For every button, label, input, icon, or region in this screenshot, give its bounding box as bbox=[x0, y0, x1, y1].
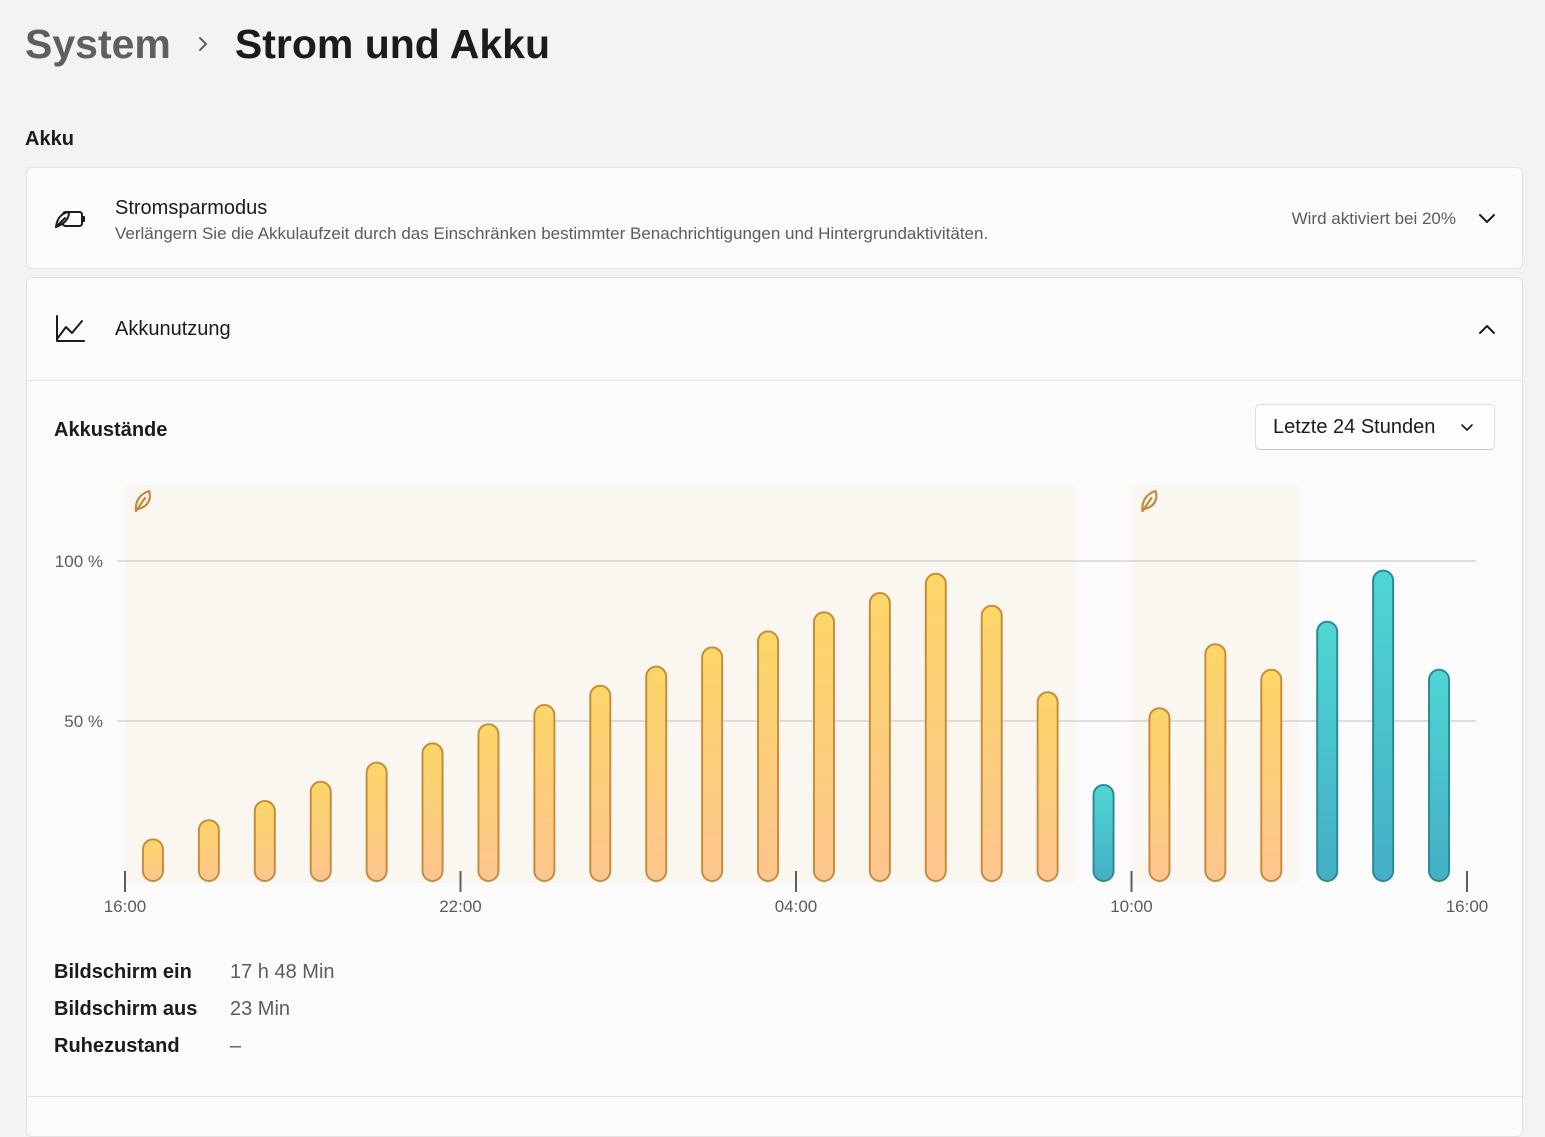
y-tick-label: 100 % bbox=[55, 552, 103, 571]
battery-saver-description: Verlängern Sie die Akkulaufzeit durch da… bbox=[115, 224, 989, 243]
section-title-battery: Akku bbox=[25, 128, 74, 150]
x-tick-label: 22:00 bbox=[439, 897, 482, 916]
battery-bar-discharging bbox=[477, 723, 500, 883]
stat-label-screen-on: Bildschirm ein bbox=[54, 961, 192, 983]
battery-bar-discharging bbox=[645, 665, 668, 882]
battery-bar-charging bbox=[1372, 569, 1395, 882]
battery-bar-discharging bbox=[421, 742, 444, 883]
x-tick-label: 04:00 bbox=[775, 897, 818, 916]
battery-bar-discharging bbox=[365, 761, 388, 882]
stat-value-sleep: – bbox=[230, 1035, 242, 1057]
line-chart-icon bbox=[54, 313, 86, 345]
battery-bar-discharging bbox=[1148, 707, 1171, 883]
stat-value-screen-off: 23 Min bbox=[230, 998, 291, 1020]
battery-bar-discharging bbox=[309, 780, 332, 882]
battery-bar-discharging bbox=[533, 704, 556, 882]
time-range-selected: Letzte 24 Stunden bbox=[1273, 416, 1436, 438]
battery-bar-discharging bbox=[141, 838, 164, 883]
battery-bar-discharging bbox=[812, 611, 835, 882]
x-tick-label: 10:00 bbox=[1110, 897, 1153, 916]
leaf-icon bbox=[1141, 489, 1158, 513]
battery-usage-title: Akkunutzung bbox=[115, 318, 231, 340]
battery-saver-status: Wird aktiviert bei 20% bbox=[1291, 209, 1456, 228]
x-tick-label: 16:00 bbox=[104, 897, 147, 916]
stat-value-screen-on: 17 h 48 Min bbox=[230, 961, 335, 983]
breadcrumb: System Strom und Akku bbox=[25, 18, 550, 70]
page-title: Strom und Akku bbox=[234, 21, 550, 67]
y-tick-label: 50 % bbox=[64, 712, 103, 731]
leaf-icon bbox=[134, 489, 151, 513]
battery-bar-discharging bbox=[1204, 643, 1227, 883]
battery-bar-charging bbox=[1428, 668, 1451, 882]
breadcrumb-parent[interactable]: System bbox=[25, 21, 171, 67]
battery-saver-title: Stromsparmodus bbox=[115, 197, 268, 219]
battery-bar-discharging bbox=[980, 604, 1003, 882]
battery-bar-charging bbox=[1316, 620, 1339, 882]
battery-usage-header[interactable]: Akkunutzung bbox=[27, 278, 1522, 381]
battery-bar-discharging bbox=[701, 646, 724, 883]
chevron-right-icon bbox=[171, 34, 235, 54]
battery-bar-discharging bbox=[589, 684, 612, 882]
battery-levels-title: Akkustände bbox=[54, 419, 168, 441]
divider bbox=[27, 1096, 1522, 1097]
battery-saver-icon bbox=[54, 203, 86, 235]
battery-bar-charging bbox=[1092, 784, 1115, 882]
battery-bar-discharging bbox=[197, 819, 220, 883]
chevron-down-icon bbox=[1458, 419, 1476, 437]
battery-bar-discharging bbox=[924, 572, 947, 882]
x-tick-label: 16:00 bbox=[1446, 897, 1489, 916]
battery-bar-discharging bbox=[868, 592, 891, 882]
chevron-up-icon[interactable] bbox=[1474, 316, 1500, 342]
battery-bar-discharging bbox=[1036, 691, 1059, 883]
battery-bar-discharging bbox=[1260, 668, 1283, 882]
battery-bar-discharging bbox=[757, 630, 780, 883]
battery-usage-card: Akkunutzung Akkustände Letzte 24 Stunden… bbox=[26, 277, 1523, 1137]
stat-label-screen-off: Bildschirm aus bbox=[54, 998, 198, 1020]
battery-saver-card[interactable]: Stromsparmodus Verlängern Sie die Akkula… bbox=[26, 167, 1523, 269]
time-range-dropdown[interactable]: Letzte 24 Stunden bbox=[1255, 404, 1495, 450]
stat-label-sleep: Ruhezustand bbox=[54, 1035, 180, 1057]
chevron-down-icon[interactable] bbox=[1474, 206, 1500, 232]
battery-bar-discharging bbox=[253, 800, 276, 882]
